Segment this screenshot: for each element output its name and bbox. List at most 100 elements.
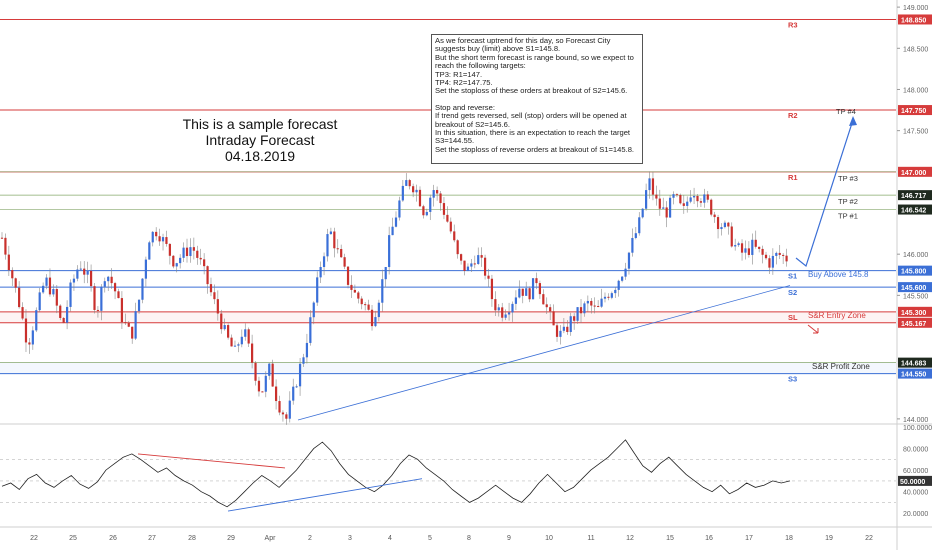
candle-body (511, 303, 514, 313)
candle-body (751, 239, 754, 255)
x-tick-label-8: 3 (348, 535, 352, 542)
level-price-tag-10 (898, 357, 932, 368)
candle-body (422, 206, 425, 216)
profit-zone (0, 362, 896, 374)
candle-body (59, 305, 62, 318)
candle-body (72, 278, 76, 283)
rsi-tick-label-3: 50.0000 (900, 479, 925, 486)
rsi-line (1, 439, 791, 508)
candle-body (86, 270, 89, 275)
candle-body (268, 363, 271, 376)
candle-body (110, 276, 113, 284)
candle-body (131, 326, 134, 339)
candle-body (415, 189, 418, 193)
note-line7: If trend gets reversed, sell (stop) orde… (435, 111, 627, 129)
candle-body (336, 248, 339, 250)
candle-body (302, 357, 305, 364)
note-line4: TP4: R2=147.75. (435, 78, 493, 88)
candle-body (401, 185, 404, 201)
y-tick-label-3: 147.500 (903, 129, 928, 136)
candle-body (179, 257, 182, 264)
candle-body (744, 248, 747, 253)
rsi-tick-label-5: 20.0000 (903, 511, 928, 518)
candle-body (727, 222, 730, 227)
level-name-11: S3 (788, 375, 797, 384)
candle-body (21, 307, 24, 319)
level-name-0: R3 (788, 20, 798, 29)
support-trendline (297, 285, 791, 421)
candle-body (425, 211, 428, 216)
candle-body (196, 250, 199, 258)
y-tick-label-1: 148.500 (903, 46, 928, 53)
x-tick-label-3: 27 (148, 535, 156, 542)
candle-body (696, 195, 699, 202)
candle-body (641, 208, 644, 218)
target-label-tp4: TP #4 (836, 107, 856, 116)
candle-body (723, 222, 727, 228)
candle-body (525, 288, 528, 296)
candle-body (610, 293, 613, 298)
candle-body (531, 278, 535, 300)
candle-body (658, 198, 661, 209)
candle-body (346, 266, 350, 285)
level-price-tag-9 (898, 317, 932, 328)
level-price-label-10: 144.683 (901, 361, 926, 368)
candle-body (754, 239, 757, 247)
forecast-title-line3: 04.18.2019 (224, 148, 296, 164)
candle-body (168, 243, 171, 256)
rsi-divergence-line-red (137, 453, 286, 469)
candle-body (631, 237, 634, 253)
x-tick-label-20: 19 (825, 535, 833, 542)
candle-body (83, 268, 86, 275)
candle-body (429, 197, 432, 212)
candle-body (483, 257, 487, 276)
candle-body (665, 207, 668, 218)
candle-body (38, 292, 41, 311)
candle-body (257, 380, 261, 392)
candle-body (494, 299, 497, 311)
candle-body (514, 297, 518, 304)
candle-body (675, 194, 679, 196)
note-line8: In this situation, there is an expectati… (435, 128, 631, 146)
level-price-label-8: 145.300 (901, 310, 926, 317)
candle-body (278, 401, 281, 413)
candle-body (706, 194, 709, 200)
candle-body (312, 302, 315, 318)
candle-body (199, 257, 202, 260)
rsi-divergence-line-blue (227, 478, 423, 512)
candle-body (357, 292, 360, 299)
forecast-title-line2: Intraday Forecast (205, 132, 315, 148)
x-tick-label-7: 2 (308, 535, 312, 542)
candle-body (182, 247, 185, 258)
candle-body (350, 284, 353, 290)
candle-body (782, 254, 785, 256)
candle-body (370, 309, 374, 327)
candle-body (761, 248, 764, 255)
candle-body (538, 283, 541, 295)
level-price-tag-0 (898, 14, 932, 25)
candle-body (504, 314, 507, 318)
candle-body (682, 203, 685, 206)
candle-body (377, 302, 380, 318)
candle-body (281, 412, 285, 415)
candle-body (329, 231, 333, 235)
candle-body (535, 278, 538, 284)
candle-body (645, 190, 648, 209)
candle-body (638, 217, 641, 234)
x-tick-label-2: 26 (109, 535, 117, 542)
candle-body (418, 189, 422, 207)
level-price-label-4: 146.717 (901, 193, 926, 200)
candle-body (487, 275, 490, 279)
level-price-label-5: 146.542 (901, 208, 926, 215)
level-price-label-1: 147.750 (901, 108, 926, 115)
level-name-7: S2 (788, 288, 797, 297)
candle-body (552, 311, 555, 326)
candle-body (634, 233, 637, 238)
candle-body (518, 288, 521, 298)
candle-body (651, 178, 655, 195)
candle-body (507, 312, 511, 315)
candle-body (189, 247, 192, 257)
candle-body (689, 197, 692, 202)
candle-body (165, 237, 168, 244)
